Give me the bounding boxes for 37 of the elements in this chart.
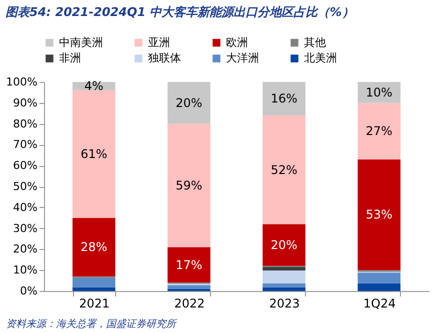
data-label: 53% xyxy=(366,208,392,222)
x-tick-label: 2021 xyxy=(79,296,110,310)
legend-label: 亚洲 xyxy=(148,36,170,49)
legend-label: 独联体 xyxy=(148,52,181,64)
data-label: 27% xyxy=(366,124,392,138)
data-label: 10% xyxy=(366,85,392,100)
data-label: 28% xyxy=(80,240,108,254)
y-tick-label: 90% xyxy=(13,96,38,110)
data-label: 59% xyxy=(176,178,202,192)
y-tick-label: 100% xyxy=(6,76,38,88)
y-tick-label: 40% xyxy=(13,200,38,214)
legend-label: 非洲 xyxy=(59,52,81,64)
y-tick-label: 50% xyxy=(13,180,38,193)
y-tick-label: 20% xyxy=(13,242,38,256)
data-label: 16% xyxy=(270,92,298,106)
data-label: 4% xyxy=(84,79,104,94)
data-label: 61% xyxy=(80,147,108,162)
y-tick-label: 10% xyxy=(13,264,38,277)
y-tick-label: 70% xyxy=(13,138,38,152)
x-tick-label: 2022 xyxy=(174,296,205,310)
y-tick-label: 80% xyxy=(13,117,38,130)
legend-label: 欧洲 xyxy=(226,36,248,49)
data-label: 52% xyxy=(270,162,298,177)
legend-label: 其他 xyxy=(304,36,326,49)
y-tick-label: 30% xyxy=(13,222,38,235)
y-tick-label: 0% xyxy=(20,284,38,298)
x-tick-label: 1Q24 xyxy=(363,296,396,310)
legend-label: 中南美洲 xyxy=(59,36,103,49)
data-label: 20% xyxy=(176,96,202,110)
data-label: 17% xyxy=(176,258,202,272)
x-tick-label: 2023 xyxy=(269,296,300,310)
chart-title: 图表54: 2021-2024Q1 中大客车新能源出口分地区占比（%） xyxy=(6,5,354,19)
text: 资料来源：海关总署，国盛证券研究所 xyxy=(6,318,178,330)
data-label: 20% xyxy=(270,238,298,252)
legend-label: 北美洲 xyxy=(304,52,337,64)
legend-label: 大洋洲 xyxy=(226,52,259,64)
y-tick-label: 60% xyxy=(13,159,38,172)
